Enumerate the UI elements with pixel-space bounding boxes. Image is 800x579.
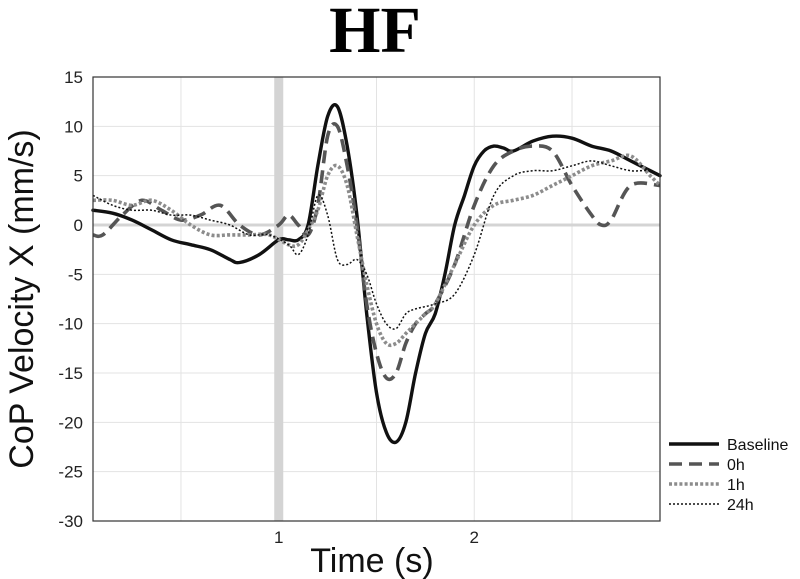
series-line-24h	[92, 160, 661, 330]
y-tick-label: 5	[74, 167, 83, 186]
y-axis-label: CoP Velocity X (mm/s)	[3, 129, 41, 468]
reference-lines	[93, 77, 660, 521]
series-line-0h	[92, 122, 661, 382]
y-tick-labels: 15 10 5 0 -5 -10 -15 -20 -25 -30	[58, 68, 83, 531]
chart-title: HF	[329, 0, 421, 67]
legend-label-1h: 1h	[727, 477, 745, 494]
legend-label-24h: 24h	[727, 497, 754, 514]
x-tick-label: 2	[470, 528, 479, 547]
y-tick-label: 10	[64, 117, 83, 136]
x-axis-label: Time (s)	[310, 542, 433, 579]
y-tick-label: -5	[68, 265, 83, 284]
y-tick-label: -30	[58, 512, 83, 531]
series-line-baseline	[91, 103, 662, 445]
y-tick-label: -25	[58, 463, 83, 482]
plot-area	[91, 76, 662, 522]
series-line-1h	[92, 153, 662, 348]
legend-label-baseline: Baseline	[727, 437, 788, 454]
legend-label-0h: 0h	[727, 457, 745, 474]
y-tick-label: -10	[58, 315, 83, 334]
y-tick-label: 0	[74, 216, 83, 235]
plot-border	[92, 76, 661, 522]
x-tick-label: 1	[274, 528, 283, 547]
series-group	[91, 103, 662, 445]
y-tick-label: 15	[64, 68, 83, 87]
legend: Baseline 0h 1h 24h	[669, 437, 788, 514]
y-tick-label: -20	[58, 413, 83, 432]
y-tick-label: -15	[58, 364, 83, 383]
